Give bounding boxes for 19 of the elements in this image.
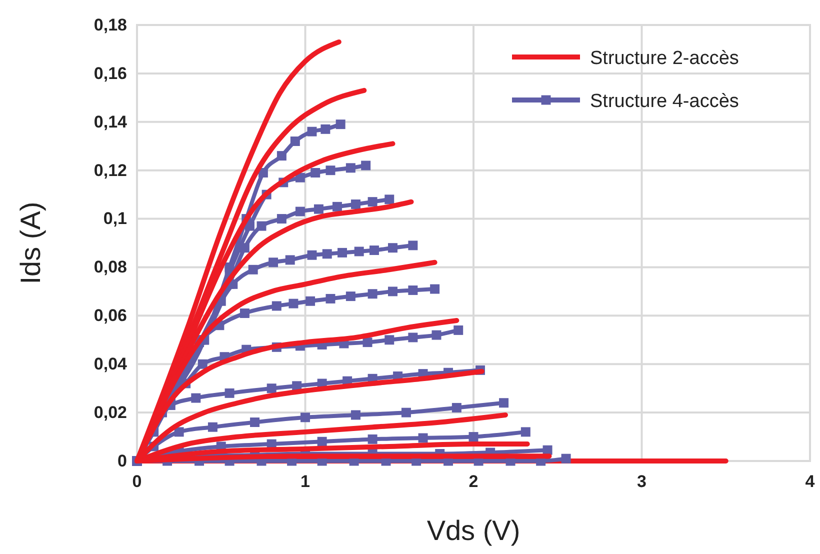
y-tick-label: 0,14 — [94, 112, 128, 132]
x-tick-label: 0 — [132, 472, 142, 492]
y-tick-label: 0,08 — [94, 258, 127, 277]
y-tick-label: 0,06 — [94, 306, 127, 326]
y-tick-label: 0,04 — [94, 354, 128, 374]
y-tick-label: 0 — [118, 451, 127, 470]
y-axis-title: Ids (A) — [15, 202, 46, 284]
x-axis-title: Vds (V) — [426, 515, 520, 546]
y-tick-label: 0,12 — [94, 160, 127, 180]
x-tick-label: 2 — [468, 472, 478, 492]
y-tick-label: 0,1 — [103, 209, 127, 228]
x-tick-label: 3 — [637, 472, 646, 492]
x-tick-label: 4 — [805, 472, 816, 492]
legend-label: Structure 2-accès — [590, 48, 739, 69]
y-tick-label: 0,02 — [94, 402, 127, 422]
y-tick-label: 0,16 — [94, 64, 127, 83]
y-tick-label: 0,18 — [94, 15, 127, 34]
legend-label: Structure 4-accès — [590, 91, 739, 112]
x-tick-label: 1 — [300, 472, 310, 492]
